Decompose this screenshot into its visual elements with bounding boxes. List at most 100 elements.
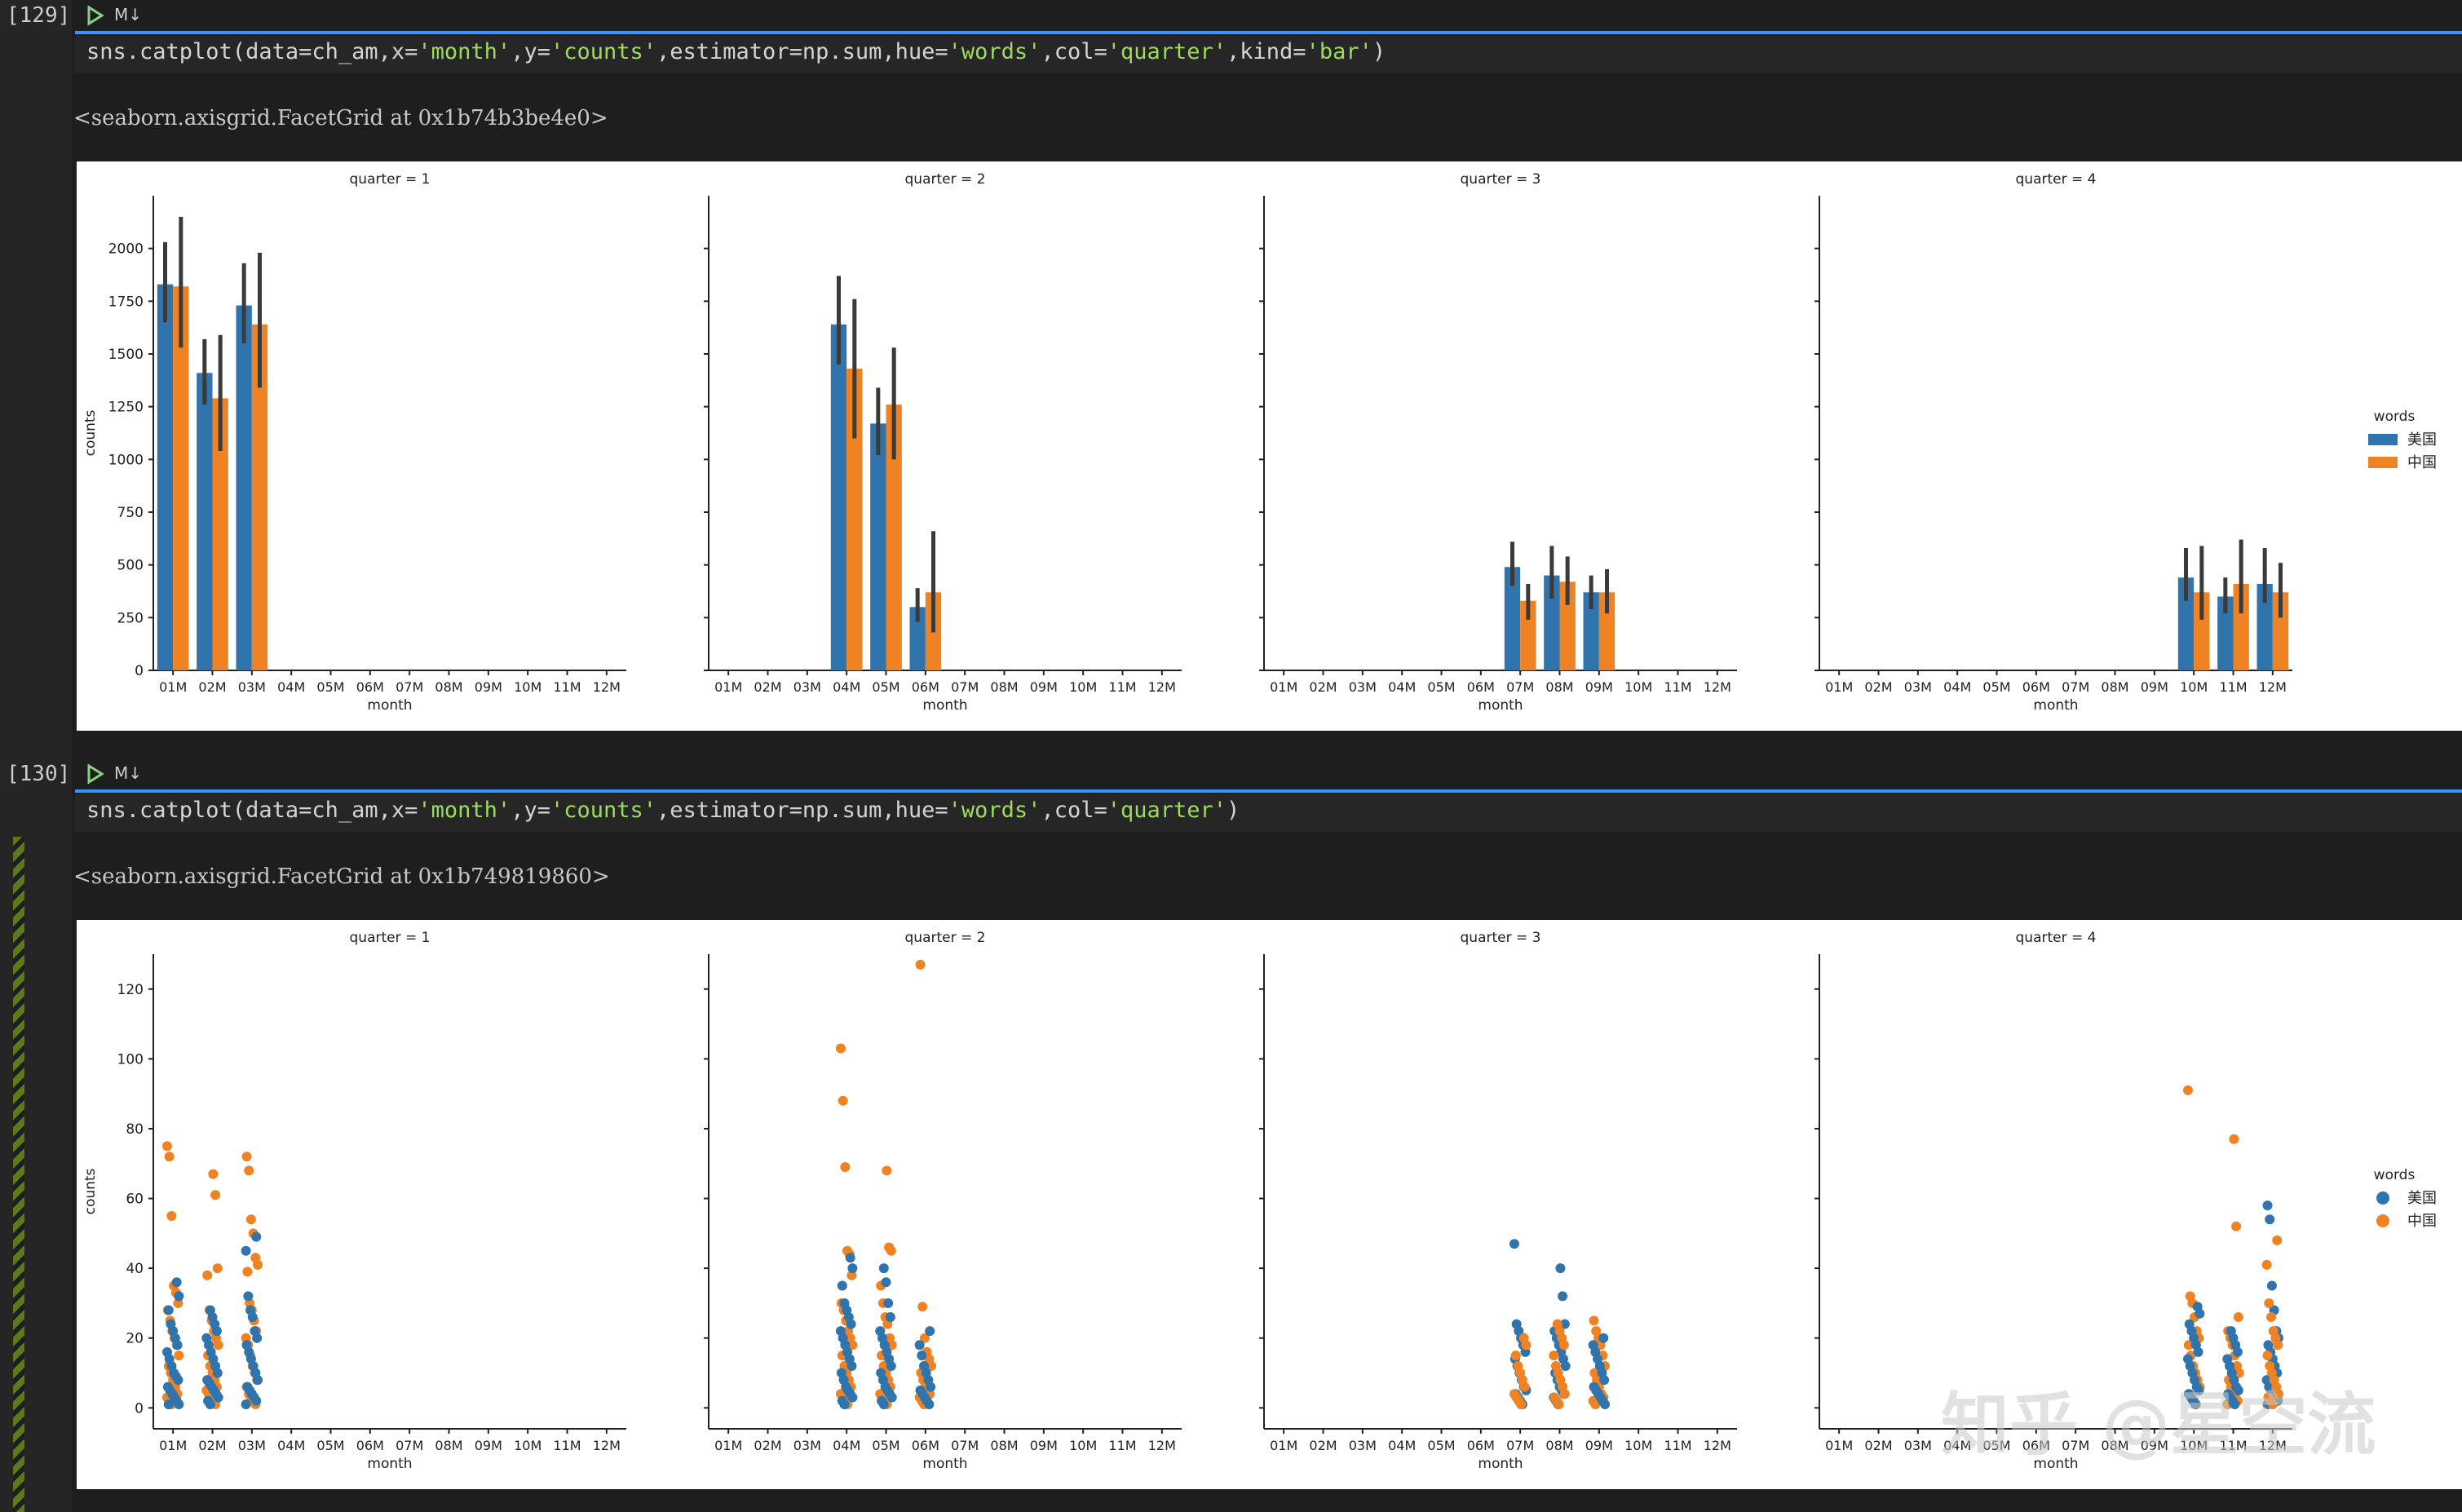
strip-point xyxy=(212,1263,223,1274)
strip-point xyxy=(1509,1239,1519,1249)
strip-point xyxy=(885,1312,895,1323)
strip-point xyxy=(847,1340,858,1351)
x-tick-label: 03M xyxy=(1904,1438,1932,1453)
legend-label: 中国 xyxy=(2407,454,2437,471)
x-tick-label: 03M xyxy=(238,679,266,695)
watermark: 知乎 @星空流 xyxy=(1941,1385,2376,1465)
strip-point xyxy=(1519,1382,1530,1392)
x-axis-label: month xyxy=(2033,1456,2078,1472)
strip-point xyxy=(211,1326,222,1337)
strip-point xyxy=(846,1360,857,1371)
y-tick-label: 500 xyxy=(117,558,144,574)
facet-title: quarter = 4 xyxy=(2016,930,2097,946)
facet-title: quarter = 2 xyxy=(905,171,986,188)
x-tick-label: 05M xyxy=(1427,679,1455,695)
strip-point xyxy=(174,1399,184,1410)
play-icon[interactable] xyxy=(86,5,104,26)
y-tick-label: 0 xyxy=(135,663,144,679)
bar xyxy=(236,305,252,670)
y-tick-label: 60 xyxy=(126,1191,144,1208)
x-tick-label: 06M xyxy=(356,1438,384,1453)
x-tick-label: 11M xyxy=(553,679,581,695)
x-tick-label: 10M xyxy=(1069,1438,1097,1453)
bar xyxy=(1598,592,1616,670)
notebook-cell-129[interactable]: [129] M↓ sns.catplot(data=ch_am,x='month… xyxy=(0,0,2462,731)
bar xyxy=(1583,592,1599,670)
x-tick-label: 04M xyxy=(833,1438,860,1453)
bar xyxy=(2194,592,2210,670)
legend-title: words xyxy=(2374,409,2416,425)
x-axis-label: month xyxy=(1478,1456,1523,1472)
strip-point xyxy=(1521,1340,1532,1351)
x-tick-label: 09M xyxy=(2141,1438,2168,1453)
strip-point xyxy=(1598,1333,1609,1343)
x-tick-label: 01M xyxy=(714,1438,742,1453)
x-tick-label: 07M xyxy=(396,679,423,695)
strip-point xyxy=(1559,1319,1570,1329)
strip-point xyxy=(915,959,926,970)
notebook-cell-130[interactable]: [130] M↓ sns.catplot(data=ch_am,x='month… xyxy=(0,758,2462,1512)
strip-point xyxy=(208,1169,219,1179)
strip-point xyxy=(243,1291,254,1302)
strip-point xyxy=(253,1375,263,1386)
x-tick-label: 05M xyxy=(1982,1438,2010,1453)
strip-point xyxy=(839,1399,850,1410)
y-axis-label: counts xyxy=(82,409,99,456)
x-tick-label: 09M xyxy=(475,679,502,695)
legend-swatch xyxy=(2368,457,2398,468)
x-tick-label: 05M xyxy=(1982,679,2010,695)
x-tick-label: 02M xyxy=(754,1438,781,1453)
strip-point xyxy=(2232,1346,2243,1357)
legend-swatch xyxy=(2368,434,2398,445)
x-tick-label: 07M xyxy=(951,1438,979,1453)
strip-point xyxy=(2190,1399,2200,1410)
strip-point xyxy=(241,1245,251,1256)
cell-type-label[interactable]: M↓ xyxy=(114,5,143,24)
strip-point xyxy=(173,1375,183,1386)
strip-point xyxy=(241,1399,251,1410)
bar xyxy=(1544,575,1560,670)
bar xyxy=(909,607,926,670)
x-tick-label: 10M xyxy=(1624,679,1652,695)
x-axis-label: month xyxy=(1478,697,1523,714)
code-line[interactable]: sns.catplot(data=ch_am,x='month',y='coun… xyxy=(86,798,1240,823)
strip-point xyxy=(202,1270,213,1280)
x-tick-label: 10M xyxy=(1069,679,1097,695)
x-tick-label: 05M xyxy=(316,1438,344,1453)
x-tick-label: 07M xyxy=(2062,1438,2089,1453)
legend-marker xyxy=(2376,1191,2389,1205)
cell-type-label[interactable]: M↓ xyxy=(114,763,143,783)
legend-marker xyxy=(2376,1214,2389,1227)
facet-title: quarter = 4 xyxy=(2016,171,2097,188)
strip-point xyxy=(174,1351,184,1361)
strip-point xyxy=(1549,1351,1559,1361)
strip-point xyxy=(1558,1291,1568,1302)
x-tick-label: 07M xyxy=(396,1438,423,1453)
strip-point xyxy=(2265,1214,2275,1225)
strip-point xyxy=(2194,1385,2204,1395)
code-editor[interactable]: sns.catplot(data=ch_am,x='month',y='coun… xyxy=(75,794,2462,832)
strip-point xyxy=(1590,1399,1601,1410)
x-tick-label: 12M xyxy=(1148,679,1176,695)
code-line[interactable]: sns.catplot(data=ch_am,x='month',y='coun… xyxy=(86,39,1386,64)
x-tick-label: 03M xyxy=(1349,1438,1377,1453)
strip-point xyxy=(1510,1351,1521,1361)
facet-title: quarter = 3 xyxy=(1461,171,1541,188)
strip-point xyxy=(247,1312,258,1323)
code-editor[interactable]: sns.catplot(data=ch_am,x='month',y='coun… xyxy=(75,36,2462,73)
bar xyxy=(251,324,268,670)
strip-point xyxy=(925,1326,935,1337)
strip-point xyxy=(164,1152,175,1162)
x-tick-label: 06M xyxy=(912,679,939,695)
play-icon[interactable] xyxy=(86,763,104,785)
x-tick-label: 07M xyxy=(951,679,979,695)
strip-point xyxy=(2233,1385,2243,1395)
x-tick-label: 08M xyxy=(2101,679,2128,695)
bar xyxy=(2256,583,2273,670)
strip-point xyxy=(1600,1399,1611,1410)
strip-point xyxy=(2229,1134,2239,1144)
x-tick-label: 12M xyxy=(1704,1438,1731,1453)
bar xyxy=(1504,567,1521,670)
x-axis-label: month xyxy=(367,1456,412,1472)
bar xyxy=(2272,592,2289,670)
